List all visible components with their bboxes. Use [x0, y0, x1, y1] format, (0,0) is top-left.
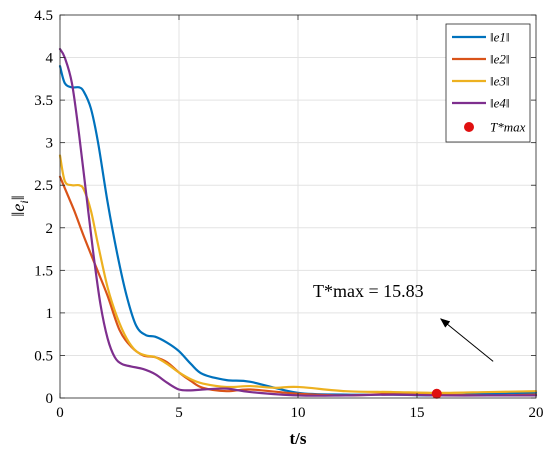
legend-label: ‖e2‖: [490, 52, 510, 67]
y-tick-label: 4: [46, 51, 54, 67]
y-tick-label: 4.5: [34, 8, 53, 24]
series-group: [58, 47, 538, 397]
axis-ticks: 0 5 10 15 20 0 0.5 1 1.5 2 2.5 3 3.5 4 4.5: [34, 8, 543, 421]
y-tick-label: 2.5: [34, 178, 53, 194]
annotation-text: T*max = 15.83: [313, 281, 424, 301]
y-axis-label: ‖ei‖: [8, 195, 31, 216]
x-tick-label: 15: [410, 405, 425, 421]
annotation-arrow: [440, 318, 494, 362]
legend-label: ‖e4‖: [490, 96, 510, 111]
annotation-group: T*max = 15.83: [313, 281, 494, 362]
tmax-marker: [431, 388, 442, 399]
y-tick-label: 2: [46, 221, 54, 237]
x-tick-label: 10: [291, 405, 306, 421]
x-tick-label: 5: [175, 405, 183, 421]
y-tick-label: 3: [46, 136, 54, 152]
legend-label: T*max: [490, 120, 526, 135]
marker-group: [431, 388, 442, 399]
x-tick-label: 20: [529, 405, 544, 421]
y-tick-label: 1: [46, 306, 54, 322]
legend-swatch-tmax: [464, 122, 474, 132]
y-tick-label: 0: [46, 391, 54, 407]
y-tick-label: 3.5: [34, 93, 53, 109]
x-tick-label: 0: [56, 405, 64, 421]
series-line-e3: [58, 154, 538, 394]
legend-label: ‖e1‖: [490, 30, 510, 45]
series-line-e4: [58, 47, 538, 397]
legend: ‖e1‖ ‖e2‖ ‖e3‖ ‖e4‖ T*max: [445, 23, 531, 143]
legend-box: [445, 23, 531, 143]
y-tick-label: 0.5: [34, 348, 53, 364]
svg-text:‖ei‖: ‖ei‖: [8, 195, 31, 216]
x-axis-label: t/s: [290, 429, 307, 448]
legend-label: ‖e3‖: [490, 74, 510, 89]
y-tick-label: 1.5: [34, 263, 53, 279]
